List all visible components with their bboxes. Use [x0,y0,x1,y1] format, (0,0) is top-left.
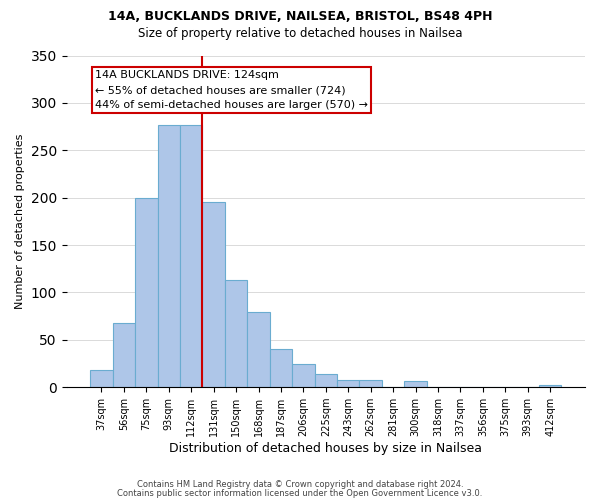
Bar [539,386,562,387]
Bar [202,202,225,387]
Text: Size of property relative to detached houses in Nailsea: Size of property relative to detached ho… [138,28,462,40]
Bar [314,374,337,387]
Text: Contains public sector information licensed under the Open Government Licence v3: Contains public sector information licen… [118,489,482,498]
Bar [292,364,314,387]
Bar [135,198,158,387]
Bar [270,350,292,387]
Bar [225,280,247,387]
Bar [359,380,382,387]
Text: 14A, BUCKLANDS DRIVE, NAILSEA, BRISTOL, BS48 4PH: 14A, BUCKLANDS DRIVE, NAILSEA, BRISTOL, … [108,10,492,23]
Bar [180,124,202,387]
Bar [404,380,427,387]
Bar [90,370,113,387]
X-axis label: Distribution of detached houses by size in Nailsea: Distribution of detached houses by size … [169,442,482,455]
Y-axis label: Number of detached properties: Number of detached properties [15,134,25,309]
Bar [337,380,359,387]
Bar [158,124,180,387]
Text: Contains HM Land Registry data © Crown copyright and database right 2024.: Contains HM Land Registry data © Crown c… [137,480,463,489]
Text: 14A BUCKLANDS DRIVE: 124sqm
← 55% of detached houses are smaller (724)
44% of se: 14A BUCKLANDS DRIVE: 124sqm ← 55% of det… [95,70,368,110]
Bar [113,323,135,387]
Bar [247,312,270,387]
